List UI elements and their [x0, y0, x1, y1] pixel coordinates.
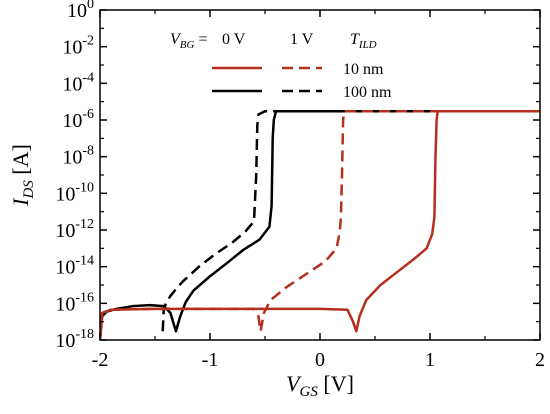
plot-area — [100, 110, 540, 340]
legend-col-0v: 0 V — [222, 31, 246, 48]
legend-vbg-label: VBG = — [170, 31, 207, 51]
axis-titles: VGS [V] IDS [A] — [8, 144, 354, 400]
x-tick-label: -2 — [92, 349, 109, 371]
y-tick-label: 10-2 — [62, 34, 94, 59]
y-tick-label: 10-14 — [55, 254, 94, 279]
y-axis-title: IDS [A] — [8, 144, 37, 207]
y-tick-label: 100 — [67, 0, 94, 22]
axes — [99, 9, 541, 341]
series-line-2 — [100, 110, 540, 340]
y-tick-label: 10-18 — [55, 327, 94, 352]
y-tick-label: 10-8 — [62, 144, 94, 169]
series-line-4 — [100, 110, 540, 340]
legend-row-label-1: 10 nm — [343, 61, 384, 78]
x-tick-label: -1 — [202, 349, 219, 371]
y-tick-label: 10-6 — [62, 107, 94, 132]
y-tick-label: 10-12 — [55, 217, 94, 242]
y-tick-label: 10-10 — [55, 180, 94, 205]
x-tick-label: 1 — [425, 349, 435, 371]
x-tick-label: 0 — [315, 349, 325, 371]
y-tick-label: 10-4 — [62, 70, 94, 95]
x-axis-title: VGS [V] — [286, 371, 354, 400]
plot-frame — [99, 9, 541, 341]
legend: VBG = 0 V 1 V TILD 10 nm 100 nm — [170, 31, 392, 101]
y-tick-label: 10-16 — [55, 290, 94, 315]
series-line-1 — [161, 110, 540, 332]
legend-row-label-2: 100 nm — [343, 84, 392, 101]
x-tick-label: 2 — [535, 349, 545, 371]
legend-col-1v: 1 V — [290, 31, 314, 48]
ticks: -2 -1 0 1 2 100 10-2 10-4 10-6 10-8 10-10 10-12 10-1… — [55, 0, 545, 371]
legend-tild-label: TILD — [350, 31, 377, 51]
